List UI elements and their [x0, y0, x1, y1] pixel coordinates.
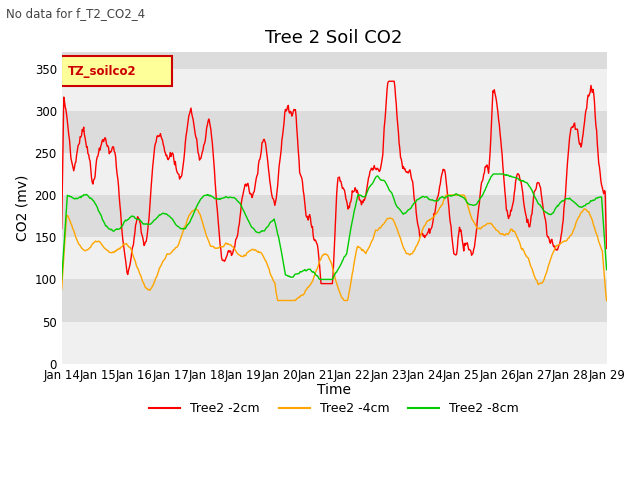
Tree2 -4cm [422, 222, 429, 228]
Bar [61, 279, 607, 322]
Tree2 -2cm [318, 281, 326, 287]
Tree2 -8cm [122, 217, 129, 223]
Bar [61, 195, 607, 237]
Tree2 -4cm [249, 246, 257, 252]
Y-axis label: CO2 (mv): CO2 (mv) [15, 175, 29, 241]
Tree2 -2cm [58, 226, 65, 231]
Tree2 -2cm [122, 257, 129, 263]
Tree2 -2cm [385, 78, 393, 84]
Tree2 -8cm [249, 225, 257, 231]
Tree2 -4cm [603, 298, 611, 303]
FancyBboxPatch shape [61, 57, 172, 86]
X-axis label: Time: Time [317, 383, 351, 397]
Tree2 -4cm [274, 298, 282, 303]
Tree2 -4cm [269, 278, 277, 284]
Tree2 -2cm [422, 232, 430, 238]
Line: Tree2 -4cm: Tree2 -4cm [61, 195, 607, 300]
Tree2 -8cm [390, 196, 398, 202]
Text: No data for f_T2_CO2_4: No data for f_T2_CO2_4 [6, 7, 145, 20]
Tree2 -2cm [392, 94, 399, 99]
Tree2 -2cm [222, 255, 230, 261]
Tree2 -4cm [122, 241, 129, 247]
Title: Tree 2 Soil CO2: Tree 2 Soil CO2 [266, 29, 403, 48]
Tree2 -8cm [421, 194, 429, 200]
Tree2 -4cm [391, 221, 399, 227]
Bar [61, 111, 607, 153]
Bar [61, 52, 607, 69]
Tree2 -8cm [58, 276, 65, 282]
Tree2 -8cm [269, 217, 277, 223]
Tree2 -8cm [222, 194, 230, 200]
Tree2 -2cm [269, 196, 277, 202]
Text: TZ_soilco2: TZ_soilco2 [68, 65, 137, 78]
Tree2 -2cm [249, 192, 257, 198]
Line: Tree2 -8cm: Tree2 -8cm [61, 174, 607, 279]
Bar [61, 322, 607, 364]
Bar [61, 237, 607, 279]
Tree2 -4cm [58, 287, 65, 292]
Line: Tree2 -2cm: Tree2 -2cm [61, 81, 607, 284]
Tree2 -8cm [490, 171, 497, 177]
Legend: Tree2 -2cm, Tree2 -4cm, Tree2 -8cm: Tree2 -2cm, Tree2 -4cm, Tree2 -8cm [144, 397, 524, 420]
Bar [61, 153, 607, 195]
Bar [61, 69, 607, 111]
Tree2 -4cm [222, 240, 230, 246]
Tree2 -8cm [603, 267, 611, 273]
Tree2 -4cm [442, 192, 450, 198]
Tree2 -2cm [603, 246, 611, 252]
